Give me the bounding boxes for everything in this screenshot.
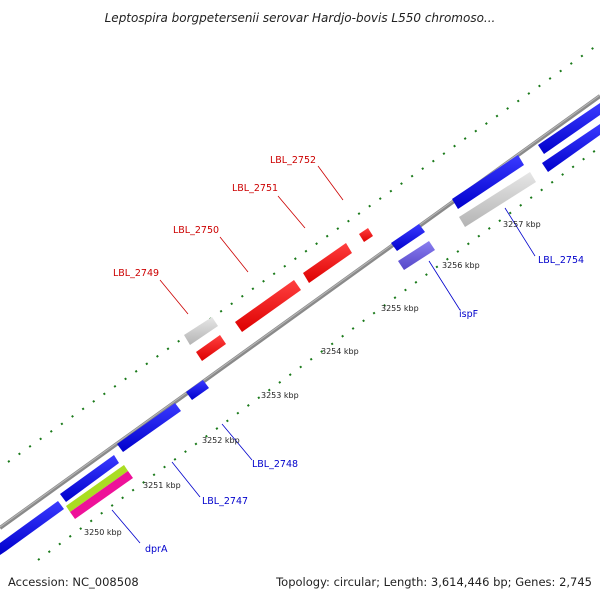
accession-text: Accession: NC_008508 — [8, 575, 139, 589]
tick-label: 3256 kbp — [442, 261, 480, 270]
cds-block — [303, 243, 352, 283]
gene-label-ispf: ispF — [459, 309, 478, 320]
cds-block — [196, 335, 226, 361]
ispf-block — [398, 241, 435, 270]
tick-label: 3250 kbp — [84, 528, 122, 537]
tick-label: 3255 kbp — [381, 304, 419, 313]
cds-block — [235, 280, 301, 332]
cds-block — [60, 455, 119, 502]
gc-track-outer — [7, 45, 597, 463]
cds-block — [117, 403, 181, 452]
gene-label-lbl-2750: LBL_2750 — [173, 225, 219, 236]
rna-block — [459, 172, 536, 227]
gene-label-dpra: dprA — [145, 544, 168, 555]
cds-block — [538, 103, 600, 154]
tick-label: 3257 kbp — [503, 220, 541, 229]
tick-label: 3253 kbp — [261, 391, 299, 400]
cds-block — [452, 155, 524, 209]
gene-label-lbl-2752: LBL_2752 — [270, 155, 316, 166]
gene-label-lbl-2751: LBL_2751 — [232, 183, 278, 194]
rrna-block — [70, 471, 133, 519]
tick-label: 3254 kbp — [321, 347, 359, 356]
tick-marks — [111, 207, 536, 544]
red-leaders — [159, 165, 344, 315]
cds-block — [542, 124, 600, 172]
gene-label-lbl-2749: LBL_2749 — [113, 268, 159, 279]
rna-block — [184, 317, 218, 345]
tick-label: 3251 kbp — [143, 481, 181, 490]
cds-block — [359, 228, 373, 242]
cds-block — [0, 501, 64, 555]
gene-label-lbl-2747: LBL_2747 — [202, 496, 248, 507]
gene-label-lbl-2754: LBL_2754 — [538, 255, 584, 266]
cds-block — [391, 224, 425, 251]
summary-text: Topology: circular; Length: 3,614,446 bp… — [275, 575, 592, 589]
gene-label-lbl-2748: LBL_2748 — [252, 459, 298, 470]
trna-block — [66, 465, 128, 512]
gc-track-inner — [37, 149, 597, 561]
tick-label: 3252 kbp — [202, 436, 240, 445]
cds-block — [186, 380, 209, 400]
map-title: Leptospira borgpetersenii serovar Hardjo… — [105, 11, 496, 25]
